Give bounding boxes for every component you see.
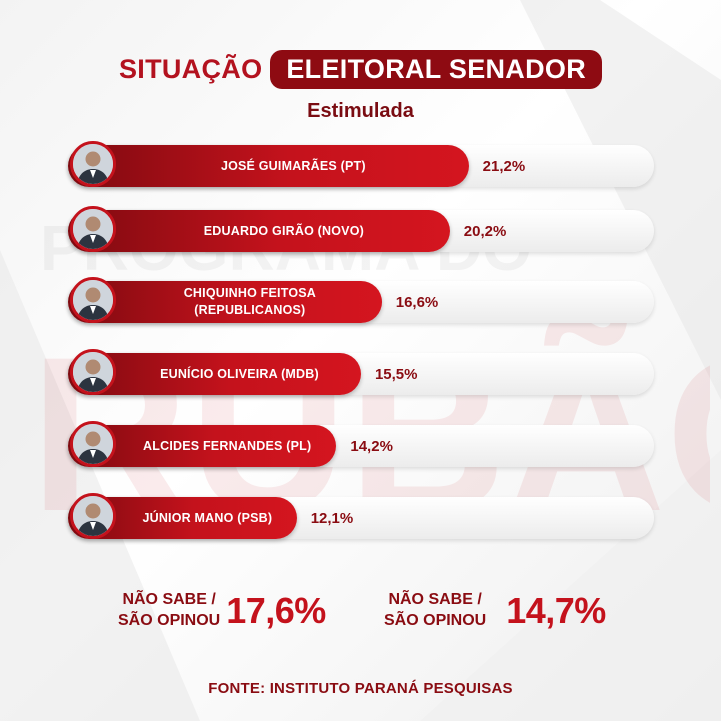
undecided-label-2-line2: SÃO OPINOU: [384, 612, 487, 629]
undecided-label-2: NÃO SABE / SÃO OPINOU: [384, 590, 486, 632]
data-label: 12,1%: [310, 509, 354, 527]
candidate-name: EDUARDO GIRÃO (NOVO): [128, 210, 440, 252]
candidate-name-text: EDUARDO GIRÃO (NOVO): [204, 223, 364, 240]
bar-row: EUNÍCIO OLIVEIRA (MDB) 15,5%: [68, 349, 658, 395]
candidate-name: JÚNIOR MANO (PSB): [128, 497, 287, 539]
candidate-name-text: JÚNIOR MANO (PSB): [142, 510, 272, 527]
title-plain: SITUAÇÃO: [118, 54, 263, 84]
candidate-name-line: ALCIDES FERNANDES (PL): [143, 438, 312, 453]
person-icon: [73, 424, 113, 464]
data-label: 21,2%: [482, 157, 526, 175]
bar-row: CHIQUINHO FEITOSA (REPUBLICANOS) 16,6%: [68, 277, 658, 323]
bar: [68, 210, 450, 252]
candidate-name: EUNÍCIO OLIVEIRA (MDB): [128, 353, 351, 395]
bar-row: JÚNIOR MANO (PSB) 12,1%: [68, 493, 658, 539]
page-title: SITUAÇÃO ELEITORAL SENADOR: [0, 50, 721, 89]
bar-row: EDUARDO GIRÃO (NOVO) 20,2%: [68, 206, 658, 252]
bar: [68, 281, 382, 323]
data-label: 16,6%: [395, 293, 439, 311]
bar: [68, 353, 361, 395]
candidate-photo: [70, 277, 116, 323]
data-label: 15,5%: [374, 365, 418, 383]
undecided-value-2: 14,7%: [506, 590, 606, 631]
title-highlight: ELEITORAL SENADOR: [270, 50, 603, 89]
candidate-name: JOSÉ GUIMARÃES (PT): [128, 145, 459, 187]
undecided-stat-1: NÃO SABE / SÃO OPINOU 17,6%: [118, 590, 326, 632]
subtitle: Estimulada: [307, 100, 414, 122]
person-icon: [73, 496, 113, 536]
candidate-name-line: EUNÍCIO OLIVEIRA (MDB): [160, 366, 319, 381]
candidate-name-line: EDUARDO GIRÃO (NOVO): [203, 223, 364, 238]
bar-row: JOSÉ GUIMARÃES (PT) 21,2%: [68, 141, 658, 187]
candidate-photo: [70, 349, 116, 395]
candidate-name-line: JÚNIOR MANO (PSB): [142, 510, 273, 525]
bar-row: ALCIDES FERNANDES (PL) 14,2%: [68, 421, 658, 467]
undecided-label-1-line1: NÃO SABE /: [122, 591, 216, 609]
candidate-photo: [70, 206, 116, 252]
candidate-name-text: ALCIDES FERNANDES (PL): [143, 438, 311, 455]
candidate-name-text: JOSÉ GUIMARÃES (PT): [221, 158, 366, 175]
candidate-name-line: JOSÉ GUIMARÃES (PT): [220, 158, 366, 173]
candidate-name-line: CHIQUINHO FEITOSA: [183, 286, 317, 301]
person-icon: [73, 352, 113, 392]
undecided-label-1: NÃO SABE / SÃO OPINOU: [118, 590, 220, 632]
person-icon: [73, 144, 113, 184]
undecided-stat-2: NÃO SABE / SÃO OPINOU 14,7%: [384, 590, 606, 632]
undecided-value-1: 17,6%: [226, 590, 326, 631]
candidate-name: ALCIDES FERNANDES (PL): [128, 425, 326, 467]
data-label: 14,2%: [350, 437, 393, 455]
candidate-photo: [70, 141, 116, 187]
candidate-photo: [70, 493, 116, 539]
candidate-photo: [70, 421, 116, 467]
candidate-name: CHIQUINHO FEITOSA (REPUBLICANOS): [128, 281, 372, 323]
candidate-name-line: (REPUBLICANOS): [194, 303, 306, 317]
undecided-label-1-line2: SÃO OPINOU: [118, 612, 221, 629]
source-note: FONTE: INSTITUTO PARANÁ PESQUISAS: [208, 680, 513, 697]
undecided-label-2-line1: NÃO SABE /: [388, 591, 482, 609]
person-icon: [73, 280, 113, 320]
candidate-name-text: CHIQUINHO FEITOSA (REPUBLICANOS): [184, 285, 316, 319]
person-icon: [73, 209, 113, 249]
data-label: 20,2%: [463, 222, 507, 240]
bar: [68, 145, 469, 187]
candidate-name-text: EUNÍCIO OLIVEIRA (MDB): [160, 366, 319, 383]
